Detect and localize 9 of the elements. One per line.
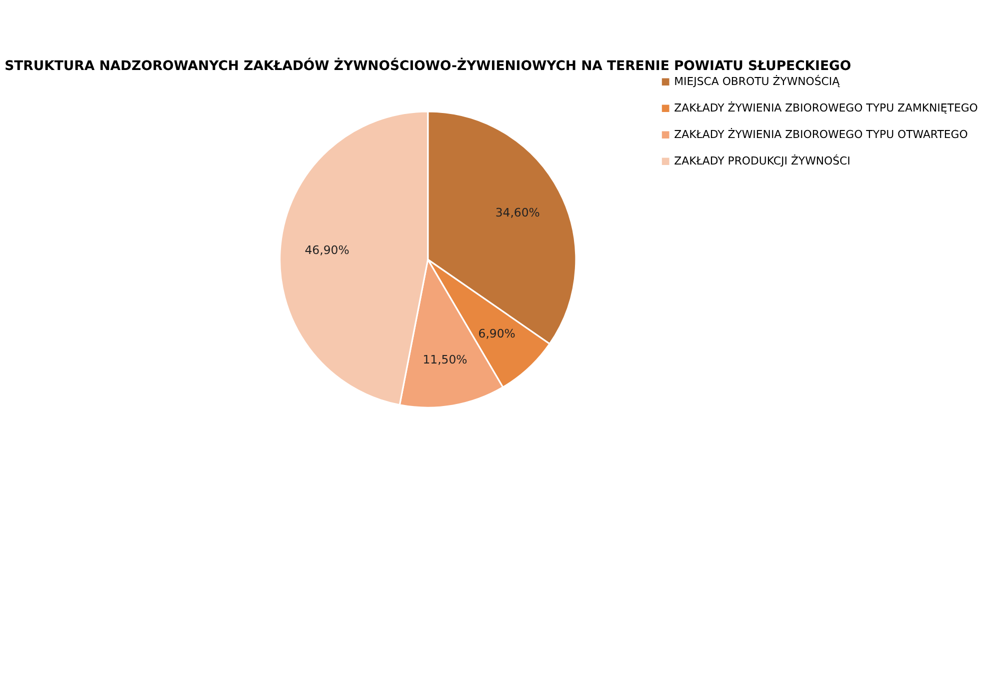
chart-title: STRUKTURA NADZOROWANYCH ZAKŁADÓW ŻYWNOŚCIOWO-ŻYWIENIOWYCH NA TERENIE POWIATU SŁUPECKIEGO (4, 57, 852, 74)
legend-label: ZAKŁADY PRODUKCJI ŻYWNOŚCI (674, 153, 850, 168)
legend-label: ZAKŁADY ŻYWIENIA ZBIOROWEGO TYPU OTWARTEGO (674, 128, 968, 141)
data-label: 34,60% (495, 205, 540, 220)
legend-label: ZAKŁADY ŻYWIENIA ZBIOROWEGO TYPU ZAMKNIĘTEGO (674, 101, 978, 114)
legend-label: MIEJSCA OBROTU ŻYWNOŚCIĄ (674, 74, 840, 88)
data-label: 46,90% (304, 242, 350, 257)
data-label: 6,90% (478, 326, 516, 341)
data-label: 11,50% (422, 352, 468, 366)
